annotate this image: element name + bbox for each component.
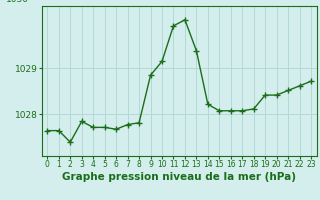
- Text: 1030: 1030: [6, 0, 29, 4]
- X-axis label: Graphe pression niveau de la mer (hPa): Graphe pression niveau de la mer (hPa): [62, 172, 296, 182]
